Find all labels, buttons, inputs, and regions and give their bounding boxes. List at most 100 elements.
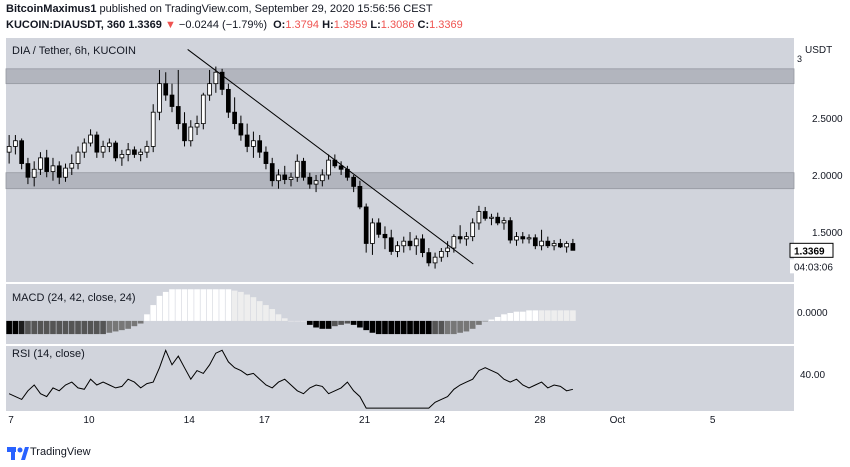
axis-top-tick: 3 [797, 54, 802, 64]
chart-svg[interactable]: DIA / Tether, 6h, KUCOIN MACD (24, 42, c… [0, 38, 850, 440]
candle-up [251, 140, 256, 147]
candle-up [438, 251, 444, 258]
candle-down [56, 165, 62, 178]
macd-histogram-bar [12, 320, 19, 335]
countdown-tag [790, 259, 833, 274]
macd-histogram-bar [363, 320, 370, 331]
rsi-title: RSI (14, close) [12, 348, 85, 360]
last-price: 1.3369 [128, 19, 162, 31]
macd-histogram-bar [131, 320, 138, 327]
candle-down [175, 106, 181, 125]
candle-down [376, 222, 382, 235]
candle-up [501, 220, 507, 224]
candle-down [357, 185, 363, 208]
close-label: C: [417, 19, 430, 31]
candle-up [100, 146, 106, 153]
macd-histogram-bar [444, 320, 451, 335]
macd-histogram-bar [263, 305, 269, 321]
candle-up [476, 211, 482, 224]
open-value: 1.3794 [285, 19, 320, 31]
macd-histogram-bar [275, 314, 282, 321]
macd-histogram-bar [419, 320, 426, 335]
chart-title: DIA / Tether, 6h, KUCOIN [12, 45, 136, 57]
macd-histogram-bar [281, 318, 288, 321]
macd-histogram-bar [332, 320, 338, 327]
candle-up [445, 247, 450, 252]
candle-down [520, 236, 526, 240]
price-change: −0.0244 (−1.79%) [178, 19, 267, 31]
candle-up [470, 222, 476, 238]
chart-area[interactable]: DIA / Tether, 6h, KUCOIN MACD (24, 42, c… [0, 38, 850, 440]
macd-title: MACD (24, 42, close, 24) [12, 292, 136, 304]
macd-histogram-bar [488, 319, 495, 321]
symbol-name[interactable]: KUCOIN:DIAUSDT, 360 [6, 19, 126, 31]
macd-histogram-bar [313, 320, 319, 328]
candle-down [363, 206, 369, 244]
candle-down [345, 168, 350, 178]
candle-up [31, 168, 37, 178]
macd-histogram-bar [200, 289, 207, 321]
candle-down [338, 165, 344, 170]
last-price-tag [789, 242, 834, 258]
macd-histogram-bar [407, 320, 413, 335]
candle-down [113, 142, 118, 159]
macd-histogram-bar [494, 316, 501, 321]
tradingview-brand[interactable]: TradingView [30, 446, 91, 458]
price-tick-label: 2.5000 [812, 114, 843, 125]
candle-down [307, 176, 313, 185]
candle-down [169, 94, 175, 107]
rsi-line [8, 348, 574, 409]
high-value: 1.3959 [333, 19, 368, 31]
macd-histogram-bar [43, 320, 50, 335]
macd-histogram-bar [206, 289, 213, 321]
candle-up [200, 94, 206, 125]
macd-histogram-bar [357, 320, 363, 328]
macd-histogram-bar [50, 320, 56, 335]
candle-up [13, 140, 18, 147]
price-tick-label: 1.5000 [812, 228, 843, 239]
macd-histogram-bar [501, 314, 507, 321]
price-tick-label: 2.0000 [812, 171, 843, 182]
candle-down [219, 71, 225, 90]
candle-up [288, 176, 294, 180]
close-value: 1.3369 [429, 19, 463, 31]
rsi-axis-tick: 40.00 [800, 370, 825, 381]
macd-histogram-bar [256, 301, 263, 321]
macd-histogram [6, 289, 576, 335]
macd-histogram-bar [181, 289, 188, 321]
candle-up [319, 174, 325, 182]
candle-down [382, 233, 388, 239]
candle-up [107, 142, 112, 147]
macd-histogram-bar [137, 320, 144, 324]
macd-histogram-bar [269, 309, 276, 321]
candle-up [50, 165, 56, 172]
macd-histogram-bar [288, 320, 294, 322]
time-axis[interactable]: 7 10 14 17 21 24 28 Oct 5 [8, 415, 716, 426]
macd-histogram-bar [350, 320, 357, 325]
candle-down [532, 237, 538, 247]
candle-up [150, 111, 156, 147]
descending-trendline[interactable] [187, 49, 474, 265]
high-label: H: [322, 19, 334, 31]
macd-histogram-bar [438, 320, 445, 335]
macd-histogram-bar [225, 289, 232, 321]
candle-up [370, 222, 375, 244]
macd-histogram-bar [388, 320, 395, 335]
price-axis[interactable]: USDT 2.5000 2.0000 1.5000 3 1.3369 04:03… [789, 45, 843, 381]
candle-up [6, 146, 12, 153]
candle-down [226, 88, 231, 113]
candle-down [94, 134, 100, 153]
candle-down [132, 149, 137, 155]
macd-histogram-bar [6, 320, 12, 335]
author-name[interactable]: BitcoinMaximus1 [6, 3, 97, 15]
candle-down [426, 252, 432, 264]
macd-histogram-bar [93, 320, 100, 335]
symbol-info: KUCOIN:DIAUSDT, 360 1.3369 ▼ −0.0244 (−1… [6, 19, 463, 31]
tradingview-logo-icon[interactable] [6, 444, 32, 464]
macd-histogram-bar [482, 320, 489, 322]
macd-histogram-bar [432, 320, 438, 335]
candle-down [545, 240, 551, 247]
macd-histogram-bar [570, 310, 576, 321]
macd-histogram-bar [551, 310, 557, 321]
candle-up [88, 134, 93, 144]
